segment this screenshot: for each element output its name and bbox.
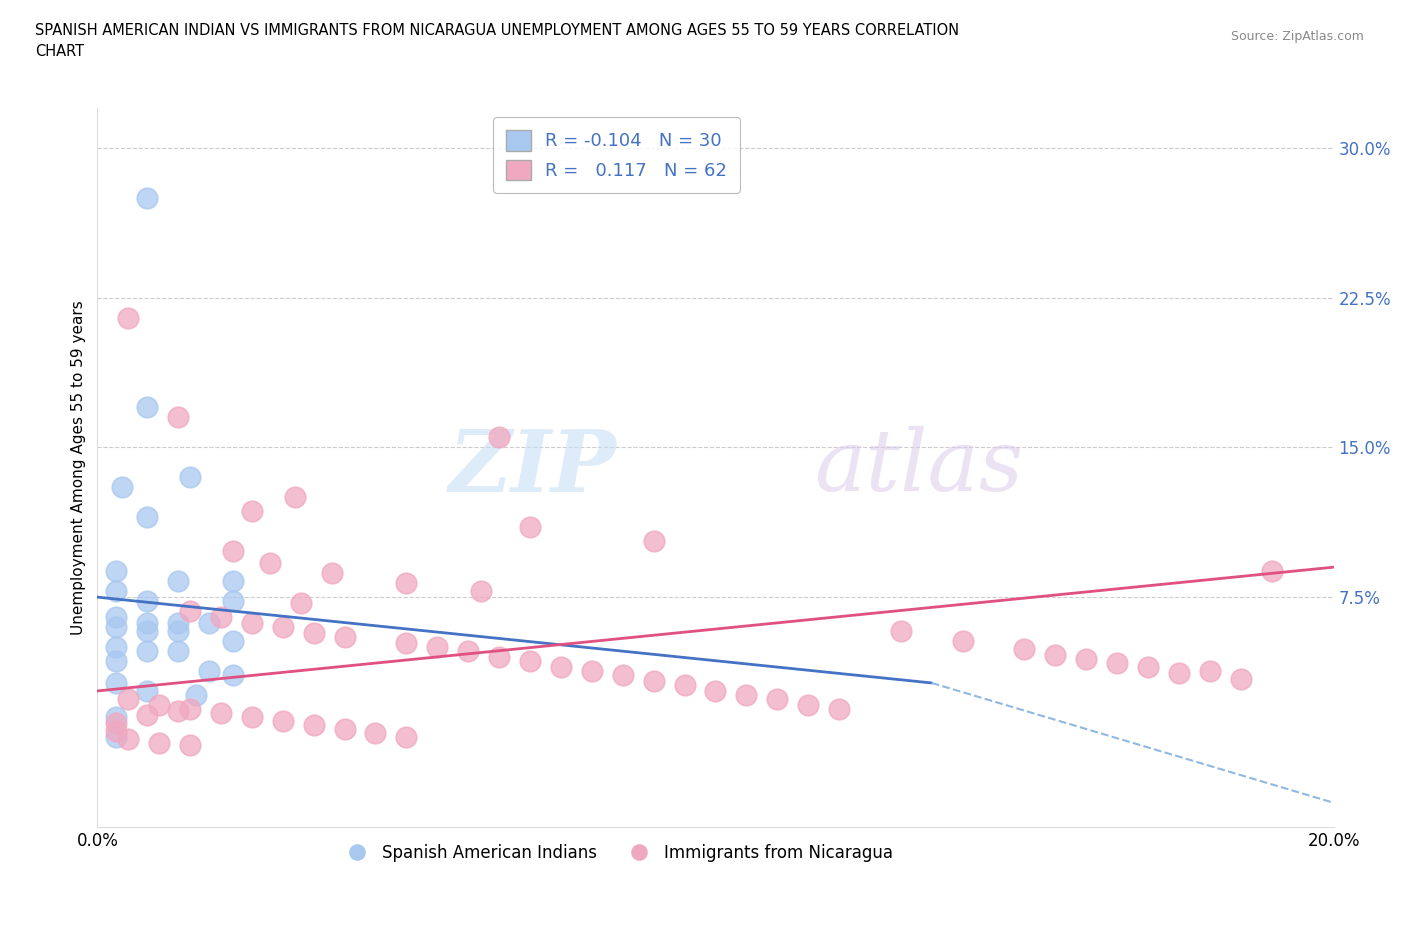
Point	[222, 544, 245, 559]
Point	[1045, 647, 1067, 662]
Point	[135, 400, 157, 415]
Point	[104, 724, 127, 738]
Point	[222, 593, 245, 608]
Point	[643, 673, 665, 688]
Point	[302, 717, 325, 732]
Point	[271, 619, 294, 634]
Point	[259, 556, 281, 571]
Point	[333, 722, 356, 737]
Point	[890, 624, 912, 639]
Point	[457, 644, 479, 658]
Point	[519, 654, 541, 669]
Point	[395, 635, 418, 650]
Point	[1230, 671, 1253, 686]
Point	[290, 596, 312, 611]
Point	[166, 574, 188, 589]
Point	[704, 684, 727, 698]
Point	[117, 692, 139, 707]
Point	[1199, 663, 1222, 678]
Point	[612, 668, 634, 683]
Point	[1168, 666, 1191, 681]
Point	[104, 710, 127, 724]
Point	[104, 715, 127, 730]
Point	[104, 619, 127, 634]
Point	[166, 644, 188, 658]
Point	[426, 640, 449, 655]
Point	[1076, 652, 1098, 667]
Point	[135, 708, 157, 723]
Point	[117, 311, 139, 325]
Point	[179, 470, 201, 485]
Text: atlas: atlas	[814, 426, 1024, 509]
Point	[111, 480, 134, 495]
Point	[271, 713, 294, 728]
Point	[222, 668, 245, 683]
Point	[1107, 656, 1129, 671]
Point	[1260, 564, 1282, 578]
Point	[209, 706, 232, 721]
Point	[470, 584, 492, 599]
Point	[550, 659, 572, 674]
Point	[952, 633, 974, 648]
Point	[643, 534, 665, 549]
Point	[488, 649, 510, 664]
Point	[673, 678, 696, 693]
Point	[117, 731, 139, 746]
Point	[240, 616, 263, 631]
Point	[1014, 642, 1036, 657]
Y-axis label: Unemployment Among Ages 55 to 59 years: Unemployment Among Ages 55 to 59 years	[72, 300, 86, 635]
Point	[135, 510, 157, 525]
Point	[197, 616, 219, 631]
Point	[104, 610, 127, 625]
Point	[148, 698, 170, 712]
Point	[166, 410, 188, 425]
Point	[222, 574, 245, 589]
Point	[135, 616, 157, 631]
Point	[135, 624, 157, 639]
Point	[197, 663, 219, 678]
Point	[179, 737, 201, 752]
Point	[186, 687, 208, 702]
Point	[735, 687, 758, 702]
Point	[333, 630, 356, 644]
Point	[321, 565, 343, 580]
Point	[135, 644, 157, 658]
Point	[148, 736, 170, 751]
Point	[284, 490, 307, 505]
Point	[179, 701, 201, 716]
Point	[179, 604, 201, 618]
Point	[364, 725, 387, 740]
Point	[581, 663, 603, 678]
Point	[519, 520, 541, 535]
Point	[828, 701, 851, 716]
Point	[240, 504, 263, 519]
Point	[166, 616, 188, 631]
Point	[209, 610, 232, 625]
Point	[766, 692, 789, 707]
Point	[104, 675, 127, 690]
Point	[104, 640, 127, 655]
Point	[135, 684, 157, 698]
Text: ZIP: ZIP	[449, 426, 617, 509]
Legend: Spanish American Indians, Immigrants from Nicaragua: Spanish American Indians, Immigrants fro…	[333, 837, 900, 869]
Point	[222, 633, 245, 648]
Point	[104, 584, 127, 599]
Point	[395, 576, 418, 591]
Point	[104, 654, 127, 669]
Text: SPANISH AMERICAN INDIAN VS IMMIGRANTS FROM NICARAGUA UNEMPLOYMENT AMONG AGES 55 : SPANISH AMERICAN INDIAN VS IMMIGRANTS FR…	[35, 23, 959, 60]
Point	[302, 626, 325, 641]
Point	[488, 430, 510, 445]
Point	[135, 593, 157, 608]
Point	[104, 729, 127, 744]
Point	[395, 729, 418, 744]
Point	[240, 710, 263, 724]
Point	[1137, 659, 1160, 674]
Point	[166, 624, 188, 639]
Point	[104, 564, 127, 578]
Text: Source: ZipAtlas.com: Source: ZipAtlas.com	[1230, 30, 1364, 43]
Point	[797, 698, 820, 712]
Point	[166, 703, 188, 718]
Point	[135, 191, 157, 206]
